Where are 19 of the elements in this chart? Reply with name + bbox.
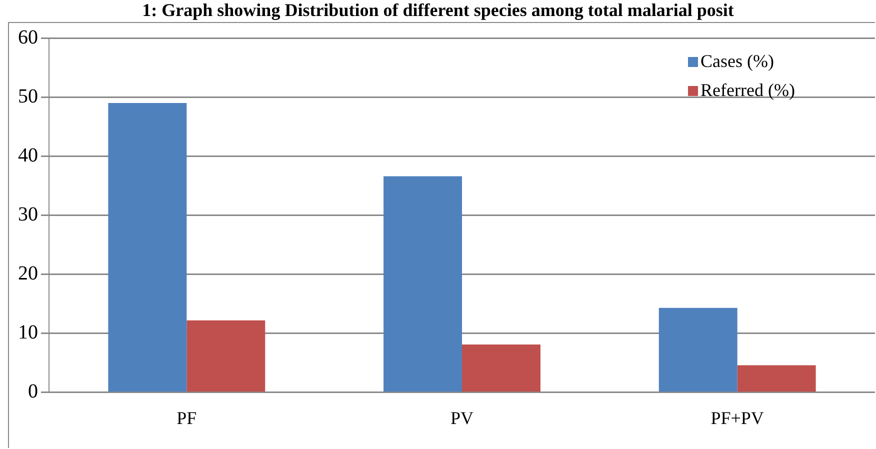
y-tick-label: 60: [18, 26, 38, 48]
legend-label: Cases (%): [700, 51, 774, 72]
bar: [186, 320, 266, 392]
x-tick-label: PV: [450, 408, 474, 428]
bar: [384, 176, 462, 392]
x-tick-label: PF+PV: [710, 408, 764, 428]
chart-title: 1: Graph showing Distribution of different species among total malarial posit: [141, 0, 735, 20]
y-tick-label: 0: [28, 380, 38, 403]
bar: [737, 365, 816, 392]
bar: [462, 344, 540, 392]
y-tick-label: 50: [18, 85, 38, 108]
legend-label: Referred (%): [700, 80, 795, 101]
y-tick-label: 30: [18, 203, 38, 226]
bar: [658, 308, 738, 392]
x-tick-label: PF: [176, 408, 197, 428]
y-tick-label: 20: [18, 262, 38, 285]
bar: [108, 102, 187, 392]
y-tick-label: 40: [18, 144, 38, 166]
y-tick-label: 10: [18, 322, 38, 344]
